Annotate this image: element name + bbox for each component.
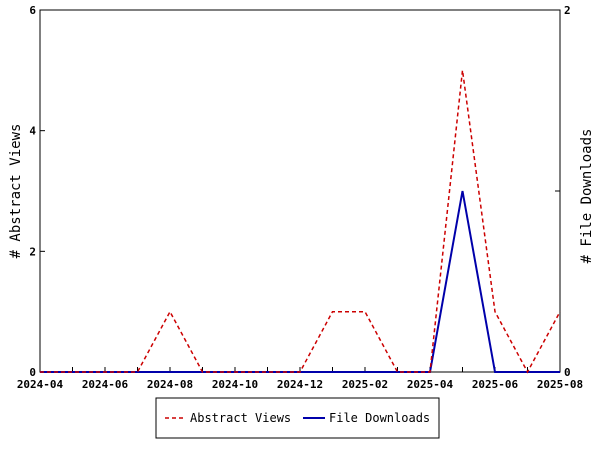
x-tick-label: 2025-04: [407, 378, 454, 391]
y-right-tick-label: 0: [564, 366, 571, 379]
y-left-tick-label: 6: [29, 4, 36, 17]
plot-area: 2024-04 2024-06 2024-08 2024-10 2024-12 2025-…: [17, 4, 583, 391]
y-axis-left-title: # Abstract Views: [8, 124, 24, 259]
legend-label-abstract-views: Abstract Views: [190, 411, 291, 425]
x-tick-label: 2024-08: [147, 378, 193, 391]
y-right-tick-label: 2: [564, 4, 571, 17]
x-tick-label: 2024-04: [17, 378, 64, 391]
x-tick-label: 2024-12: [277, 378, 323, 391]
y-left-tick-label: 0: [29, 366, 36, 379]
series-line-file-downloads: [40, 190, 560, 373]
y-left-tick-label: 4: [29, 125, 36, 138]
x-tick-label: 2025-02: [342, 378, 388, 391]
y-left-tick-label: 2: [29, 245, 36, 258]
legend: Abstract Views File Downloads: [155, 397, 440, 439]
x-tick-label: 2025-08: [537, 378, 583, 391]
x-tick-label: 2025-06: [472, 378, 519, 391]
y-axis-right-title: # File Downloads: [579, 129, 595, 264]
series-line-abstract-views: [40, 70, 561, 374]
legend-box: [155, 397, 440, 439]
legend-label-file-downloads: File Downloads: [329, 411, 430, 425]
x-tick-label: 2024-10: [212, 378, 258, 391]
plot-frame: [39, 9, 561, 373]
x-tick-label: 2024-06: [82, 378, 129, 391]
